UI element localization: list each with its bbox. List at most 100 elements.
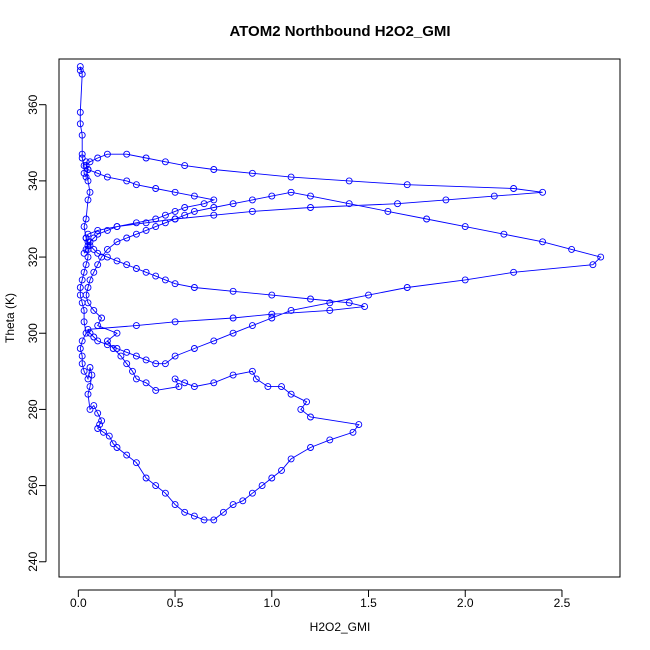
data-point bbox=[132, 322, 140, 330]
data-point bbox=[84, 177, 92, 185]
data-point bbox=[589, 261, 597, 269]
data-point bbox=[103, 173, 111, 181]
data-point bbox=[132, 181, 140, 189]
data-point bbox=[80, 162, 88, 170]
data-point bbox=[78, 352, 86, 360]
data-point bbox=[94, 169, 102, 177]
data-point bbox=[597, 253, 605, 261]
data-point bbox=[181, 162, 189, 170]
data-point bbox=[239, 497, 247, 505]
data-point bbox=[84, 284, 92, 291]
data-point bbox=[105, 432, 113, 440]
data-point bbox=[210, 166, 218, 173]
data-point bbox=[200, 200, 208, 208]
data-point bbox=[76, 66, 84, 74]
data-point bbox=[219, 508, 227, 516]
data-point bbox=[442, 196, 450, 204]
data-point bbox=[539, 238, 547, 246]
data-point bbox=[123, 348, 131, 356]
data-point bbox=[264, 383, 272, 391]
data-point bbox=[510, 268, 518, 276]
plot-area bbox=[58, 58, 621, 578]
data-point bbox=[200, 516, 208, 524]
data-point bbox=[84, 325, 92, 333]
data-point bbox=[161, 489, 169, 497]
data-point bbox=[76, 108, 84, 116]
data-point bbox=[86, 383, 94, 391]
data-point bbox=[90, 402, 98, 410]
data-point bbox=[152, 185, 160, 192]
data-point bbox=[190, 207, 198, 215]
data-point bbox=[94, 409, 102, 417]
data-point bbox=[355, 421, 363, 429]
data-point bbox=[117, 352, 125, 360]
data-point bbox=[171, 318, 179, 326]
data-point bbox=[94, 226, 102, 234]
data-point bbox=[86, 158, 94, 166]
data-point bbox=[90, 306, 98, 314]
data-point bbox=[287, 390, 295, 398]
y-tick-label: 300 bbox=[26, 323, 40, 343]
data-point bbox=[82, 158, 90, 166]
data-point bbox=[152, 272, 160, 280]
data-point bbox=[90, 234, 98, 242]
data-point bbox=[132, 265, 140, 272]
data-point bbox=[229, 371, 237, 379]
series-layer bbox=[76, 63, 605, 524]
y-tick-label: 240 bbox=[26, 551, 40, 571]
x-axis: 0.0 0.5 1.0 1.5 2.0 2.5 bbox=[70, 589, 571, 610]
data-point bbox=[161, 360, 169, 368]
data-point bbox=[142, 379, 150, 387]
data-point bbox=[307, 295, 314, 303]
data-point bbox=[181, 204, 189, 211]
data-point bbox=[345, 200, 353, 208]
data-point bbox=[268, 291, 276, 299]
data-point bbox=[113, 345, 121, 352]
data-point bbox=[82, 329, 90, 337]
data-point bbox=[90, 268, 98, 276]
data-point bbox=[123, 177, 131, 185]
data-point bbox=[568, 245, 576, 253]
data-point bbox=[84, 299, 92, 307]
data-point bbox=[248, 207, 256, 215]
y-axis: 240 260 280 300 320 340 360 bbox=[26, 94, 47, 572]
data-point bbox=[86, 364, 94, 371]
data-point bbox=[248, 196, 256, 204]
data-point bbox=[181, 379, 189, 387]
data-point bbox=[278, 383, 285, 391]
data-point bbox=[94, 425, 102, 432]
data-point bbox=[175, 383, 183, 391]
data-point bbox=[171, 215, 179, 223]
data-point bbox=[171, 188, 179, 196]
data-point bbox=[94, 322, 102, 330]
data-point bbox=[86, 238, 94, 246]
data-point bbox=[82, 261, 90, 269]
data-point bbox=[113, 238, 121, 246]
data-point bbox=[229, 501, 237, 509]
data-point bbox=[84, 390, 92, 398]
data-point bbox=[307, 204, 314, 211]
data-point bbox=[349, 428, 357, 436]
data-point bbox=[123, 234, 131, 242]
data-point bbox=[287, 173, 295, 181]
data-point bbox=[384, 207, 392, 215]
data-point bbox=[84, 253, 92, 261]
data-point bbox=[252, 375, 260, 383]
data-point bbox=[248, 169, 256, 177]
data-point bbox=[84, 230, 92, 238]
data-point bbox=[181, 211, 189, 219]
data-point bbox=[80, 367, 88, 375]
data-point bbox=[82, 162, 90, 170]
data-point bbox=[539, 188, 547, 196]
data-point bbox=[82, 245, 90, 253]
data-point bbox=[123, 360, 131, 368]
x-tick-label: 1.0 bbox=[263, 596, 280, 610]
data-point bbox=[100, 428, 107, 436]
data-point bbox=[94, 249, 102, 257]
data-point bbox=[80, 249, 88, 257]
data-point bbox=[303, 398, 311, 406]
data-point bbox=[248, 367, 256, 375]
y-tick-label: 260 bbox=[26, 475, 40, 495]
data-point bbox=[403, 284, 411, 291]
data-point bbox=[132, 352, 140, 360]
